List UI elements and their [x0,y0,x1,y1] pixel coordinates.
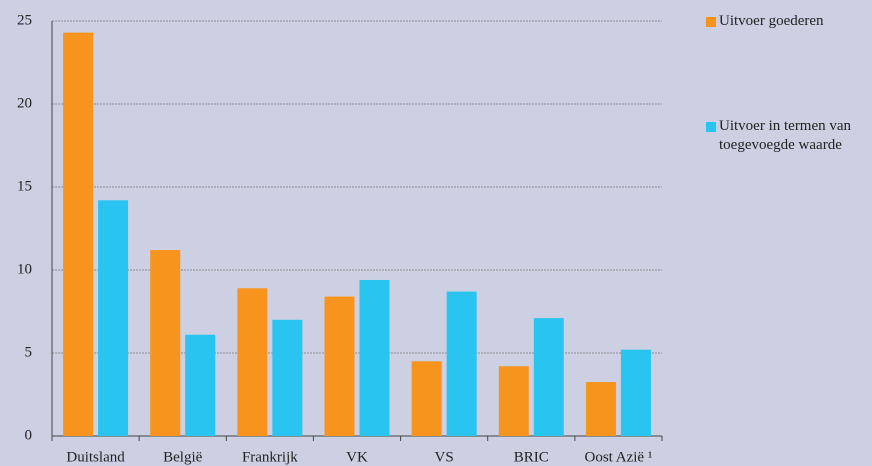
bar [98,200,129,436]
y-tick-label: 0 [25,427,33,443]
x-tick-label: BRIC [514,449,549,465]
x-tick-label: België [163,449,202,465]
legend-swatch [706,17,716,27]
bar [585,382,616,436]
x-tick-label: VK [346,449,368,465]
bar [359,279,390,436]
y-tick-label: 10 [17,261,32,277]
bar [620,349,651,436]
x-tick-label: Frankrijk [242,449,298,465]
bar [446,291,477,436]
legend: Uitvoer goederen Uitvoer in termen van to… [706,12,872,241]
legend-label: Uitvoer goederen [719,13,824,29]
bar [533,318,564,436]
bar [498,366,529,436]
y-tick-label: 20 [17,95,32,111]
legend-swatch [706,122,716,132]
legend-item: Uitvoer goederen [706,12,872,31]
legend-item: Uitvoer in termen van toegevoegde waarde [706,117,872,155]
x-tick-label: Duitsland [66,449,125,465]
bar [272,319,303,436]
bar [63,32,94,437]
bar [185,334,216,436]
x-tick-label: VS [435,449,454,465]
bar [237,288,268,436]
bar [324,296,355,436]
y-tick-label: 25 [17,12,32,28]
x-tick-label: Oost Azië ¹ [585,449,653,465]
legend-label: Uitvoer in termen van toegevoegde waarde [719,118,852,153]
bar [411,361,442,436]
bar [150,250,181,436]
y-tick-label: 5 [25,344,33,360]
y-tick-label: 15 [17,178,32,194]
